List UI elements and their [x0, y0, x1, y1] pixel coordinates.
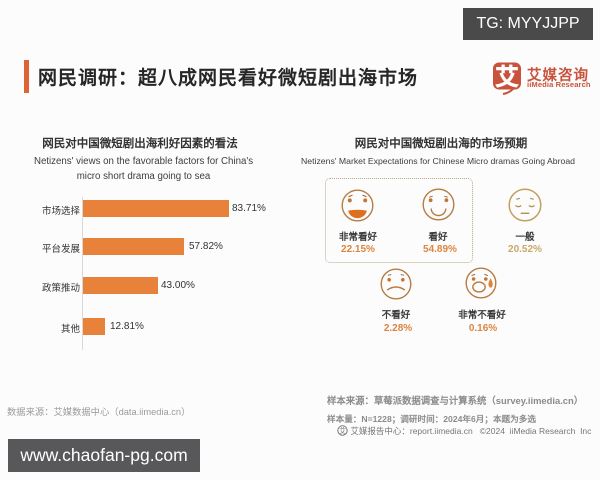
svg-text:艾: 艾 — [339, 427, 346, 435]
svg-text:艾: 艾 — [496, 64, 519, 90]
